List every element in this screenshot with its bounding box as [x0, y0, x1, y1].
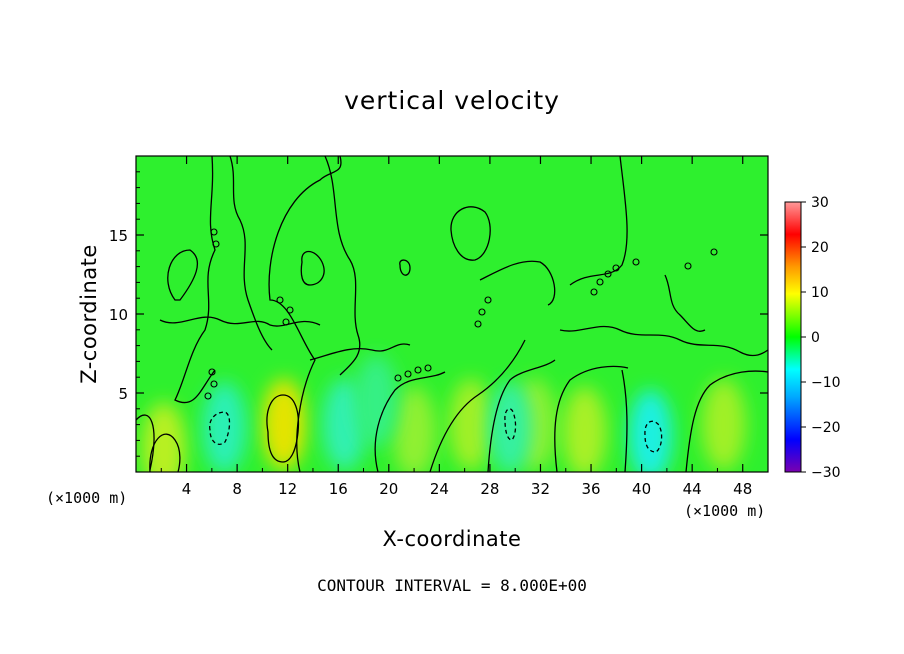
x-tick-label: 32	[531, 480, 550, 498]
contour-lines	[136, 156, 768, 472]
x-tick-label: 44	[683, 480, 702, 498]
x-tick-label: 24	[430, 480, 449, 498]
contour-line	[149, 433, 181, 472]
x-tick-label: 4	[182, 480, 192, 498]
field-feature	[354, 354, 399, 447]
colorbar-tick-label: −30	[811, 465, 841, 481]
x-axis-ticks: 4 8 12 16 20 24 28 32 36 40 44 48	[160, 156, 752, 498]
contour-line	[559, 325, 768, 357]
colorbar-tick-label: −20	[811, 420, 841, 436]
colorbar-tick-label: 0	[811, 330, 820, 346]
x-tick-label: 48	[733, 480, 752, 498]
colorbar-tick-label: 20	[811, 240, 829, 256]
field-feature	[701, 378, 746, 471]
y-axis-label: Z-coordinate	[77, 244, 101, 384]
contour-line	[374, 371, 446, 472]
colorbar-tick-label: 10	[811, 285, 829, 301]
field-feature	[448, 378, 493, 471]
x-tick-label: 16	[329, 480, 348, 498]
x-axis-label: X-coordinate	[382, 527, 522, 551]
field-features	[141, 354, 746, 472]
y-tick-label: 10	[109, 306, 128, 324]
x-axis-unit-label: (×1000 m)	[46, 489, 128, 507]
colorbar-tick-label: 30	[811, 195, 829, 211]
contour-line	[136, 414, 155, 471]
contour-line	[309, 343, 411, 361]
contour-line	[399, 259, 411, 276]
contour-line	[479, 260, 556, 306]
x-axis-unit-label-right: (×1000 m)	[684, 502, 766, 520]
x-tick-label: 36	[581, 480, 600, 498]
colorbar-ticks: 30 20 10 0 −10 −20 −30	[801, 195, 841, 481]
contour-line	[268, 156, 342, 472]
colorbar-tick-label: −10	[811, 375, 841, 391]
y-tick-label: 15	[109, 227, 128, 245]
field-feature	[202, 381, 247, 472]
contour-line	[324, 156, 361, 376]
field-feature	[261, 378, 306, 471]
contour-line	[569, 156, 628, 286]
colorbar	[784, 201, 802, 473]
x-tick-label: 20	[379, 480, 398, 498]
field-feature	[392, 386, 437, 472]
contour-line	[209, 411, 231, 445]
contour-line	[167, 249, 199, 301]
x-tick-label: 8	[232, 480, 242, 498]
field-feature	[488, 381, 533, 472]
contour-line	[266, 394, 300, 463]
x-tick-label: 12	[278, 480, 297, 498]
contour-line	[159, 316, 321, 327]
contour-line	[664, 274, 706, 332]
x-tick-label: 28	[480, 480, 499, 498]
contour-interval-note: CONTOUR INTERVAL = 8.000E+00	[317, 576, 587, 595]
field-feature	[562, 386, 607, 472]
chart-title: vertical velocity	[344, 86, 560, 115]
contour-line	[229, 156, 273, 351]
contour-line	[685, 370, 768, 472]
field-feature	[628, 389, 673, 472]
contour-line	[504, 408, 517, 441]
contour-line	[450, 206, 491, 261]
x-tick-label: 40	[632, 480, 651, 498]
contour-line	[429, 339, 526, 472]
contour-line	[174, 156, 216, 404]
contour-line	[621, 369, 628, 472]
contour-dots	[204, 228, 718, 400]
contour-line	[487, 359, 556, 472]
y-tick-label: 5	[118, 385, 128, 403]
contour-line	[300, 250, 325, 286]
y-axis-ticks: 5 10 15	[109, 171, 768, 457]
contour-line	[644, 420, 663, 453]
contour-line	[554, 365, 629, 472]
